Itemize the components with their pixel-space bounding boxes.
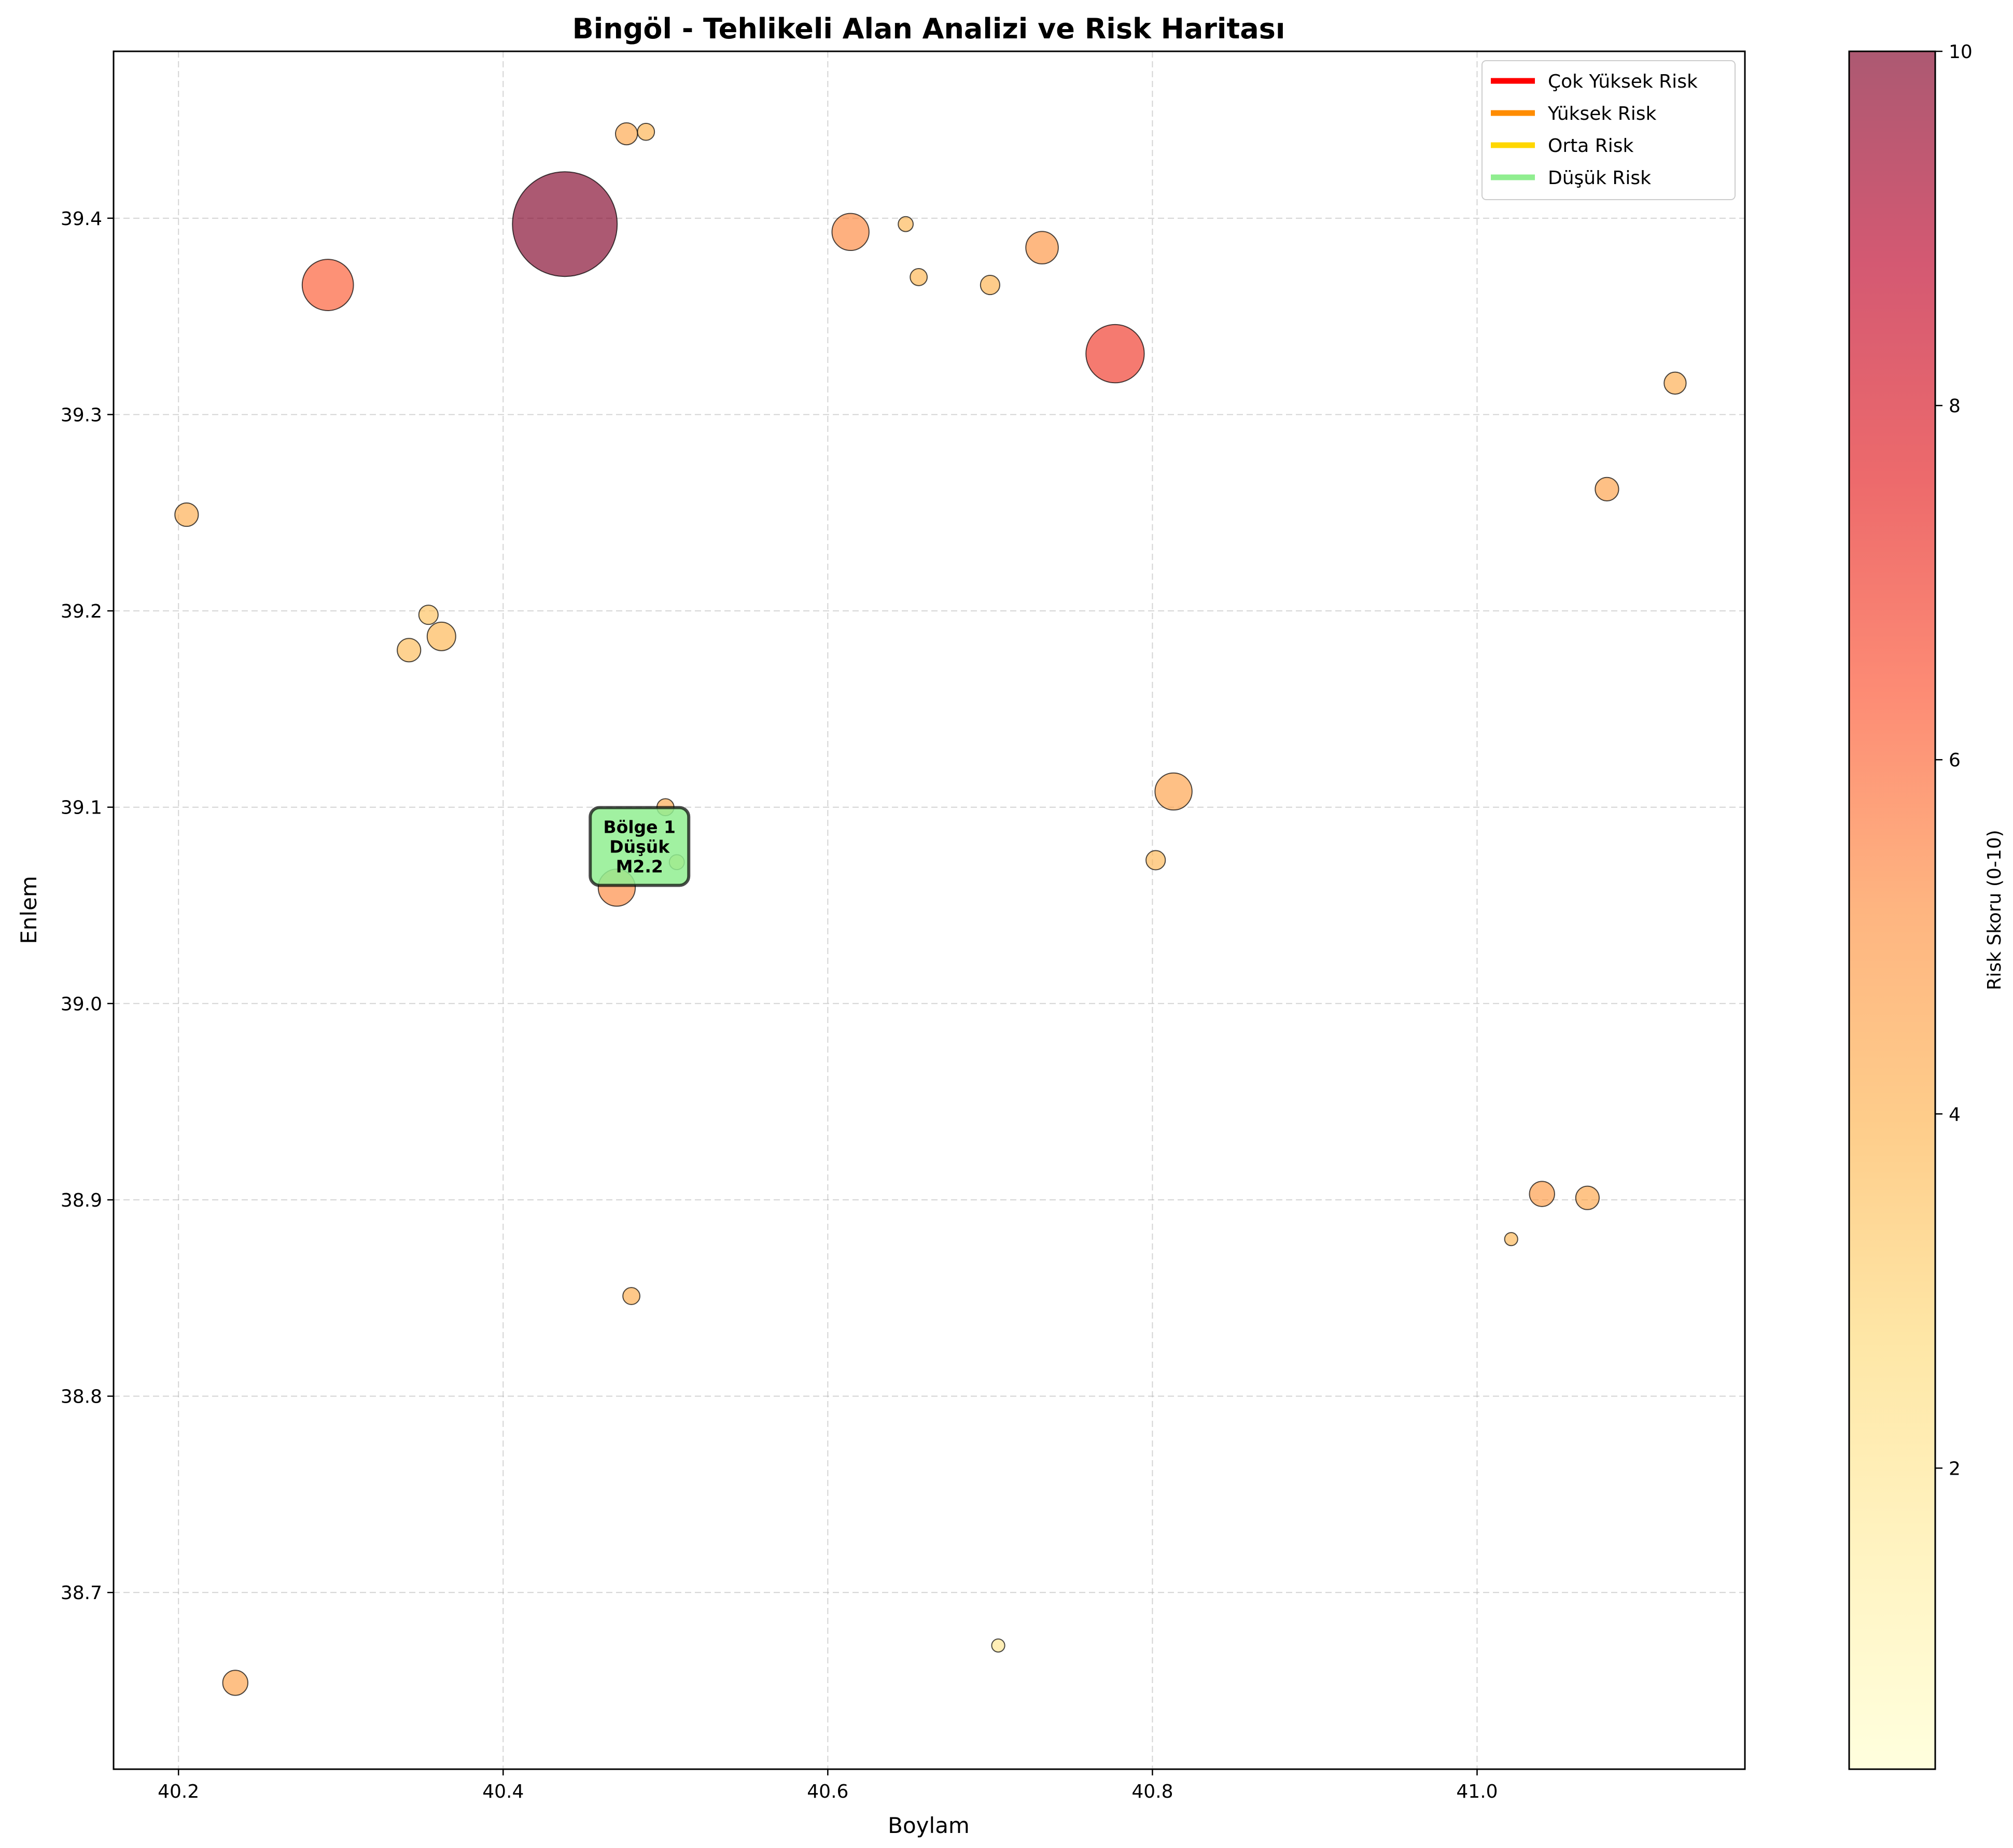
scatter-point: [910, 268, 928, 286]
colorbar: 2 4 6 8 10 Risk Skoru (0-10): [1848, 41, 2005, 1770]
colorbar-tick-label: 10: [1949, 41, 1973, 63]
colorbar-tick-label: 6: [1949, 750, 1961, 771]
x-tick-label: 40.4: [482, 1781, 524, 1802]
y-axis-ticks: 38.7 38.8 38.9 39.0 39.1 39.2 39.3 39.4: [61, 208, 114, 1604]
x-tick-label: 40.8: [1131, 1781, 1173, 1802]
colorbar-label: Risk Skoru (0-10): [1984, 830, 2005, 990]
scatter-point: [174, 502, 199, 527]
x-tick-label: 40.6: [807, 1781, 848, 1802]
scatter-point: [991, 1638, 1005, 1653]
y-tick-label: 38.9: [61, 1190, 102, 1211]
scatter-point: [1025, 231, 1059, 264]
colorbar-tick-label: 4: [1949, 1104, 1961, 1125]
colorbar-tick-label: 8: [1949, 396, 1961, 417]
plot-frame: [113, 50, 1746, 1770]
legend: Çok Yüksek Risk Yüksek Risk Orta Risk Düşük…: [1481, 60, 1736, 200]
annotation-box: [589, 806, 691, 887]
chart-title: Bingöl - Tehlikeli Alan Analizi ve Risk …: [572, 12, 1285, 45]
scatter-point: [637, 122, 655, 141]
scatter-point: [1575, 1185, 1600, 1210]
y-tick-label: 38.8: [61, 1387, 102, 1408]
colorbar-gradient: [1849, 51, 1935, 1769]
colorbar-frame: [1848, 50, 1936, 1770]
annotation-text: M2.2: [616, 856, 663, 876]
scatter-point: [622, 1287, 640, 1305]
legend-label: Yüksek Risk: [1547, 103, 1656, 124]
scatter-point: [1145, 850, 1166, 871]
scatter-point: [614, 122, 638, 146]
legend-label: Orta Risk: [1548, 135, 1634, 157]
colorbar-tick-label: 2: [1949, 1458, 1961, 1479]
x-tick-label: 41.0: [1456, 1781, 1498, 1802]
annotation-text: Düşük: [609, 836, 670, 857]
scatter-point: [898, 216, 914, 232]
annotation-text: Bölge 1: [603, 817, 676, 837]
y-tick-label: 38.7: [61, 1583, 102, 1604]
scatter-point: [1663, 371, 1687, 395]
grid: [114, 51, 1745, 1769]
x-axis-ticks: 40.2 40.4 40.6 40.8 41.0: [158, 1769, 1498, 1802]
y-tick-label: 39.2: [61, 601, 102, 622]
scatter-point: [1154, 772, 1193, 811]
scatter-point: [512, 171, 618, 277]
scatter-point: [1085, 324, 1145, 384]
legend-box: [1481, 60, 1736, 200]
legend-label: Çok Yüksek Risk: [1548, 71, 1698, 92]
scatter-point: [222, 1670, 248, 1696]
x-axis-label: Boylam: [888, 1813, 970, 1838]
scatter-point: [397, 638, 422, 663]
scatter-point: [1504, 1232, 1518, 1247]
scatter-point: [1595, 477, 1619, 501]
y-axis-label: Enlem: [16, 876, 41, 944]
scatter-points: [174, 122, 1687, 1696]
scatter-point: [1529, 1181, 1555, 1207]
scatter-point: [301, 259, 354, 311]
y-tick-label: 39.3: [61, 404, 102, 426]
y-tick-label: 39.1: [61, 797, 102, 819]
x-tick-label: 40.2: [158, 1781, 199, 1802]
legend-label: Düşük Risk: [1548, 167, 1651, 189]
y-tick-label: 39.4: [61, 208, 102, 230]
scatter-point: [426, 621, 456, 651]
scatter-point: [980, 274, 1000, 296]
scatter-point: [831, 213, 870, 251]
y-tick-label: 39.0: [61, 993, 102, 1015]
scatter-point: [418, 605, 439, 625]
